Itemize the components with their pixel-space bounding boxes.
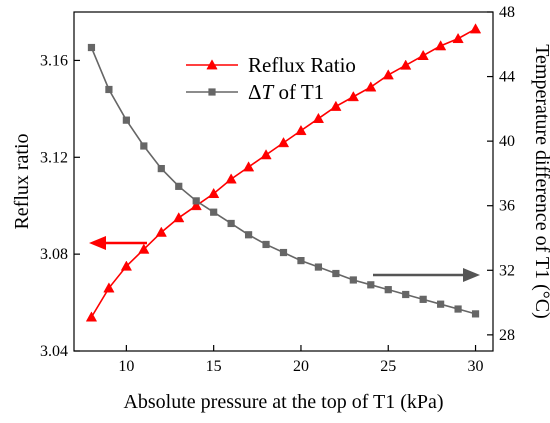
y-right-tick-label: 36 — [499, 198, 515, 215]
triangle-marker — [206, 59, 218, 70]
left-arrow-head — [89, 236, 106, 250]
square-marker — [471, 310, 480, 318]
x-tick-label: 20 — [293, 358, 309, 375]
square-marker — [314, 263, 323, 271]
legend-label-part: Δ — [248, 80, 262, 104]
right-arrow-head — [463, 268, 480, 282]
triangle-marker — [382, 69, 394, 80]
square-marker — [210, 208, 218, 216]
series-layer — [85, 23, 482, 322]
plot-frame — [73, 11, 494, 352]
square-marker — [192, 197, 200, 205]
y-left-axis-label: Reflux ratio — [11, 133, 33, 229]
legend-label-part: of T1 — [273, 80, 324, 104]
x-tick-label: 30 — [468, 358, 484, 375]
square-marker — [402, 290, 410, 299]
square-marker — [437, 300, 445, 308]
triangle-marker — [120, 260, 132, 271]
y-left-tick-label: 3.16 — [40, 52, 68, 69]
plot-layer — [73, 11, 494, 352]
y-right-tick-label: 28 — [499, 327, 515, 344]
square-marker — [332, 269, 340, 278]
legend-label-part: T — [262, 80, 275, 104]
triangle-marker — [173, 212, 185, 223]
triangle-marker — [400, 59, 412, 70]
square-marker — [419, 295, 427, 303]
triangle-marker — [260, 149, 272, 160]
square-marker — [140, 142, 148, 150]
x-tick-label: 10 — [118, 358, 134, 375]
square-marker — [227, 219, 235, 228]
triangle-marker — [277, 137, 290, 148]
square-marker — [262, 240, 270, 249]
y-left-tick-label: 3.04 — [40, 343, 68, 360]
x-axis-label: Absolute pressure at the top of T1 (kPa) — [123, 391, 443, 413]
square-marker — [349, 276, 357, 284]
x-tick-label: 25 — [380, 358, 396, 375]
legend-label-reflux-ratio: Reflux Ratio — [248, 53, 356, 77]
square-marker — [87, 43, 96, 52]
triangle-marker — [208, 187, 220, 199]
triangle-marker — [295, 124, 307, 136]
triangle-marker — [417, 49, 429, 60]
square-marker — [244, 231, 253, 239]
triangle-marker — [103, 282, 115, 293]
y-left-tick-label: 3.12 — [40, 149, 68, 166]
y-right-tick-label: 32 — [499, 262, 515, 279]
y-right-tick-label: 48 — [499, 4, 515, 21]
triangle-marker — [85, 311, 98, 322]
square-marker — [208, 88, 216, 96]
square-marker — [157, 164, 165, 173]
triangle-marker — [365, 81, 377, 92]
square-marker — [367, 281, 375, 289]
series-reflux-ratio — [85, 23, 482, 322]
triangle-marker — [435, 40, 447, 51]
legend-label-delta-t: ΔT of T1 — [248, 80, 324, 104]
square-marker — [384, 286, 392, 294]
square-marker — [105, 85, 113, 94]
y-right-tick-label: 40 — [499, 133, 515, 150]
square-marker — [279, 248, 288, 257]
triangle-marker — [469, 23, 482, 34]
series-delta-t — [87, 43, 480, 318]
y-left-tick-label: 3.08 — [40, 246, 68, 263]
axis-layer: 10 15 20 25 30 3.04 3.08 3.12 3.16 28 32 36 40 44 48 Ab… — [11, 4, 550, 413]
square-marker — [297, 257, 305, 265]
triangle-marker — [312, 112, 325, 123]
triangle-marker — [330, 100, 342, 111]
annotation-layer — [89, 236, 480, 282]
triangle-marker — [138, 243, 150, 254]
square-marker — [175, 182, 183, 190]
square-marker — [122, 116, 130, 124]
triangle-marker — [155, 226, 167, 237]
x-tick-label: 15 — [206, 358, 222, 375]
y-right-tick-label: 44 — [499, 69, 515, 86]
square-marker — [454, 305, 462, 313]
legend: Reflux Ratio ΔT of T1 — [186, 53, 356, 104]
triangle-marker — [190, 199, 202, 211]
triangle-marker — [452, 32, 464, 44]
y-right-axis-label: Temperature difference of T1 (°C) — [531, 44, 550, 319]
triangle-marker — [242, 161, 255, 172]
triangle-marker — [347, 91, 359, 102]
triangle-marker — [225, 173, 237, 184]
